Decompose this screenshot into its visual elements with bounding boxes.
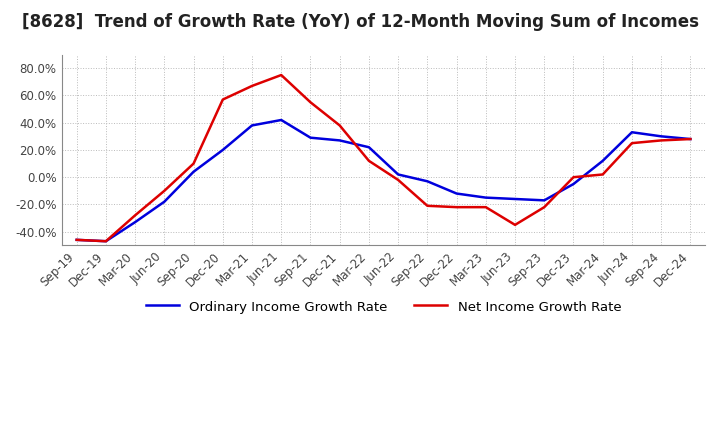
Ordinary Income Growth Rate <box>364 145 373 150</box>
Net Income Growth Rate <box>482 205 490 210</box>
Ordinary Income Growth Rate <box>482 195 490 200</box>
Ordinary Income Growth Rate <box>189 169 198 174</box>
Ordinary Income Growth Rate <box>160 199 168 204</box>
Ordinary Income Growth Rate <box>394 172 402 177</box>
Ordinary Income Growth Rate <box>102 238 110 244</box>
Ordinary Income Growth Rate <box>452 191 461 196</box>
Ordinary Income Growth Rate <box>570 181 578 187</box>
Ordinary Income Growth Rate <box>306 135 315 140</box>
Net Income Growth Rate <box>102 238 110 244</box>
Net Income Growth Rate <box>657 138 665 143</box>
Ordinary Income Growth Rate <box>598 158 607 164</box>
Legend: Ordinary Income Growth Rate, Net Income Growth Rate: Ordinary Income Growth Rate, Net Income … <box>140 295 626 319</box>
Net Income Growth Rate <box>277 73 286 78</box>
Net Income Growth Rate <box>540 205 549 210</box>
Net Income Growth Rate <box>248 83 256 88</box>
Text: [8628]  Trend of Growth Rate (YoY) of 12-Month Moving Sum of Incomes: [8628] Trend of Growth Rate (YoY) of 12-… <box>22 13 698 31</box>
Ordinary Income Growth Rate <box>423 179 432 184</box>
Ordinary Income Growth Rate <box>72 237 81 242</box>
Ordinary Income Growth Rate <box>657 134 665 139</box>
Net Income Growth Rate <box>394 177 402 183</box>
Net Income Growth Rate <box>452 205 461 210</box>
Ordinary Income Growth Rate <box>628 130 636 135</box>
Ordinary Income Growth Rate <box>540 198 549 203</box>
Ordinary Income Growth Rate <box>336 138 344 143</box>
Ordinary Income Growth Rate <box>218 147 227 153</box>
Net Income Growth Rate <box>510 222 519 227</box>
Net Income Growth Rate <box>628 140 636 146</box>
Net Income Growth Rate <box>598 172 607 177</box>
Line: Ordinary Income Growth Rate: Ordinary Income Growth Rate <box>76 120 690 241</box>
Net Income Growth Rate <box>686 136 695 142</box>
Net Income Growth Rate <box>72 237 81 242</box>
Net Income Growth Rate <box>189 161 198 166</box>
Ordinary Income Growth Rate <box>248 123 256 128</box>
Ordinary Income Growth Rate <box>686 136 695 142</box>
Net Income Growth Rate <box>336 123 344 128</box>
Net Income Growth Rate <box>306 99 315 105</box>
Ordinary Income Growth Rate <box>277 117 286 123</box>
Ordinary Income Growth Rate <box>131 220 140 225</box>
Net Income Growth Rate <box>218 97 227 102</box>
Net Income Growth Rate <box>364 158 373 164</box>
Net Income Growth Rate <box>423 203 432 209</box>
Net Income Growth Rate <box>160 188 168 194</box>
Net Income Growth Rate <box>570 175 578 180</box>
Net Income Growth Rate <box>131 213 140 218</box>
Ordinary Income Growth Rate <box>510 196 519 202</box>
Line: Net Income Growth Rate: Net Income Growth Rate <box>76 75 690 241</box>
